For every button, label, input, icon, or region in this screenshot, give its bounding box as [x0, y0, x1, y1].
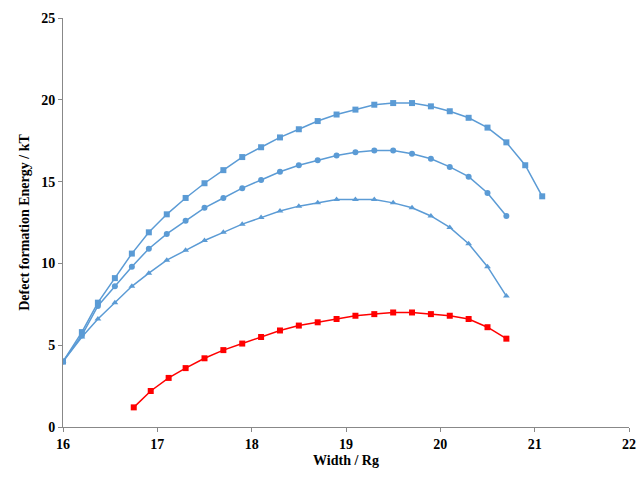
svg-text:22: 22 — [622, 437, 636, 452]
svg-text:10: 10 — [41, 256, 55, 271]
svg-text:19: 19 — [339, 437, 353, 452]
svg-text:5: 5 — [48, 338, 55, 353]
svg-text:21: 21 — [528, 437, 542, 452]
svg-text:20: 20 — [41, 93, 55, 108]
svg-text:16: 16 — [56, 437, 70, 452]
svg-text:25: 25 — [41, 11, 55, 26]
svg-text:Defect formation Energy / kT: Defect formation Energy / kT — [17, 134, 32, 311]
svg-text:18: 18 — [245, 437, 259, 452]
svg-text:15: 15 — [41, 175, 55, 190]
svg-text:0: 0 — [48, 420, 55, 435]
svg-text:17: 17 — [150, 437, 164, 452]
svg-text:Width / Rg: Width / Rg — [313, 453, 379, 468]
svg-text:20: 20 — [433, 437, 447, 452]
